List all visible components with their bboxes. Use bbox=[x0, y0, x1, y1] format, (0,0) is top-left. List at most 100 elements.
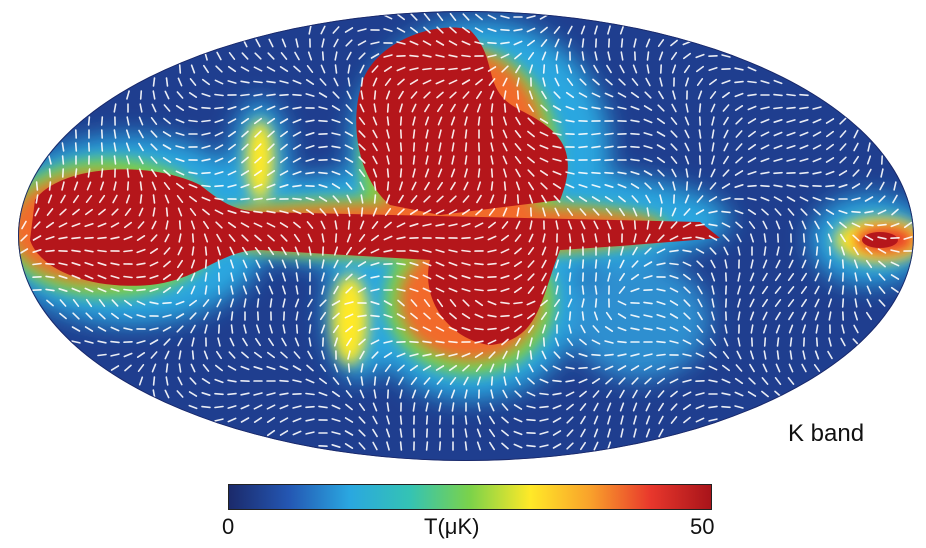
polarization-vector bbox=[214, 378, 224, 384]
polarization-vector bbox=[20, 234, 28, 242]
polarization-vector bbox=[331, 132, 341, 136]
polarization-vector bbox=[358, 234, 366, 242]
polarization-vector bbox=[840, 246, 846, 256]
polarization-vector bbox=[409, 209, 419, 215]
polarization-vector bbox=[190, 64, 196, 74]
polarization-vector bbox=[151, 181, 157, 191]
polarization-vector bbox=[788, 311, 794, 321]
polarization-vector bbox=[684, 194, 690, 204]
polarization-vector bbox=[539, 170, 549, 176]
polarization-vector bbox=[747, 130, 757, 138]
polarization-vector bbox=[175, 105, 185, 111]
polarization-vector bbox=[332, 26, 340, 34]
polarization-vector bbox=[696, 325, 704, 333]
polarization-vector bbox=[864, 235, 874, 241]
polarization-vector bbox=[502, 129, 508, 139]
polarization-vector bbox=[555, 51, 559, 61]
polarization-vector bbox=[279, 170, 289, 176]
polarization-vector bbox=[618, 195, 626, 203]
polarization-vector bbox=[632, 389, 638, 399]
polarization-vector bbox=[267, 234, 275, 242]
polarization-vector bbox=[240, 105, 250, 111]
polarization-vector bbox=[671, 207, 677, 217]
polarization-vector bbox=[331, 300, 341, 306]
emission-peak bbox=[30, 27, 898, 345]
polarization-vector bbox=[320, 25, 326, 35]
polarization-vector bbox=[292, 379, 302, 383]
polarization-vector bbox=[318, 106, 328, 110]
polarization-vector bbox=[685, 181, 689, 191]
polarization-vector bbox=[396, 236, 406, 240]
polarization-vector bbox=[891, 208, 899, 216]
polarization-vector bbox=[279, 184, 289, 188]
polarization-vector bbox=[501, 221, 509, 229]
polarization-vector bbox=[815, 324, 819, 334]
polarization-vector bbox=[254, 156, 262, 164]
polarization-vector bbox=[435, 209, 445, 215]
polarization-vector bbox=[175, 132, 185, 136]
polarization-vector bbox=[578, 183, 588, 189]
polarization-vector bbox=[786, 106, 796, 110]
polarization-vector bbox=[372, 168, 378, 178]
polarization-vector bbox=[333, 285, 339, 295]
polarization-vector bbox=[292, 365, 302, 371]
polarization-vector bbox=[113, 103, 117, 113]
polarization-vector bbox=[825, 209, 835, 215]
polarization-vector bbox=[581, 233, 585, 243]
polarization-vector bbox=[760, 196, 770, 202]
polarization-vector bbox=[279, 392, 289, 396]
polarization-vector bbox=[35, 181, 39, 191]
polarization-vector bbox=[396, 41, 406, 45]
polarization-vector bbox=[708, 235, 718, 241]
polarization-vector bbox=[630, 287, 640, 293]
polarization-vector bbox=[214, 184, 224, 188]
polarization-vector bbox=[240, 365, 250, 371]
polarization-vector bbox=[240, 183, 250, 189]
polarization-vector bbox=[266, 404, 276, 410]
polarization-vector bbox=[724, 324, 728, 334]
polarization-vector bbox=[59, 208, 67, 216]
polarization-vector bbox=[165, 376, 169, 386]
polarization-vector bbox=[734, 67, 744, 71]
polarization-vector bbox=[711, 142, 715, 152]
polarization-vector bbox=[435, 249, 445, 253]
polarization-vector bbox=[656, 365, 666, 371]
polarization-vector bbox=[737, 285, 741, 295]
polarization-vector bbox=[46, 208, 54, 216]
polarization-vector bbox=[516, 207, 520, 217]
polarization-vector bbox=[670, 403, 678, 411]
polarization-vector bbox=[682, 40, 692, 46]
polarization-vector bbox=[84, 326, 94, 332]
polarization-vector bbox=[893, 181, 897, 191]
polarization-vector bbox=[527, 103, 535, 113]
polarization-vector bbox=[528, 64, 534, 74]
polarization-vector bbox=[292, 106, 302, 110]
polarization-vector bbox=[98, 194, 106, 204]
polarization-vector bbox=[293, 233, 301, 243]
polarization-vector bbox=[461, 236, 471, 240]
polarization-vector bbox=[553, 195, 561, 203]
polarization-vector bbox=[175, 170, 185, 176]
polarization-vector bbox=[617, 353, 627, 357]
polarization-vector bbox=[320, 324, 326, 334]
polarization-vector bbox=[360, 207, 364, 217]
polarization-vector bbox=[632, 246, 638, 256]
polarization-vector bbox=[438, 415, 442, 425]
polarization-vector bbox=[71, 249, 81, 253]
polarization-vector bbox=[279, 430, 289, 436]
polarization-vector bbox=[643, 170, 653, 176]
polarization-vector bbox=[514, 156, 522, 164]
polarization-vector bbox=[373, 90, 377, 100]
polarization-vector bbox=[645, 233, 651, 243]
polarization-vector bbox=[500, 28, 510, 32]
polarization-vector bbox=[422, 40, 432, 46]
polarization-vector bbox=[464, 155, 468, 165]
polarization-vector bbox=[305, 79, 315, 85]
polarization-vector bbox=[527, 247, 535, 255]
polarization-vector bbox=[281, 246, 287, 256]
polarization-vector bbox=[217, 285, 221, 295]
polarization-vector bbox=[500, 234, 510, 242]
polarization-vector bbox=[292, 79, 302, 85]
polarization-vector bbox=[267, 156, 275, 164]
polarization-vector bbox=[515, 103, 521, 113]
